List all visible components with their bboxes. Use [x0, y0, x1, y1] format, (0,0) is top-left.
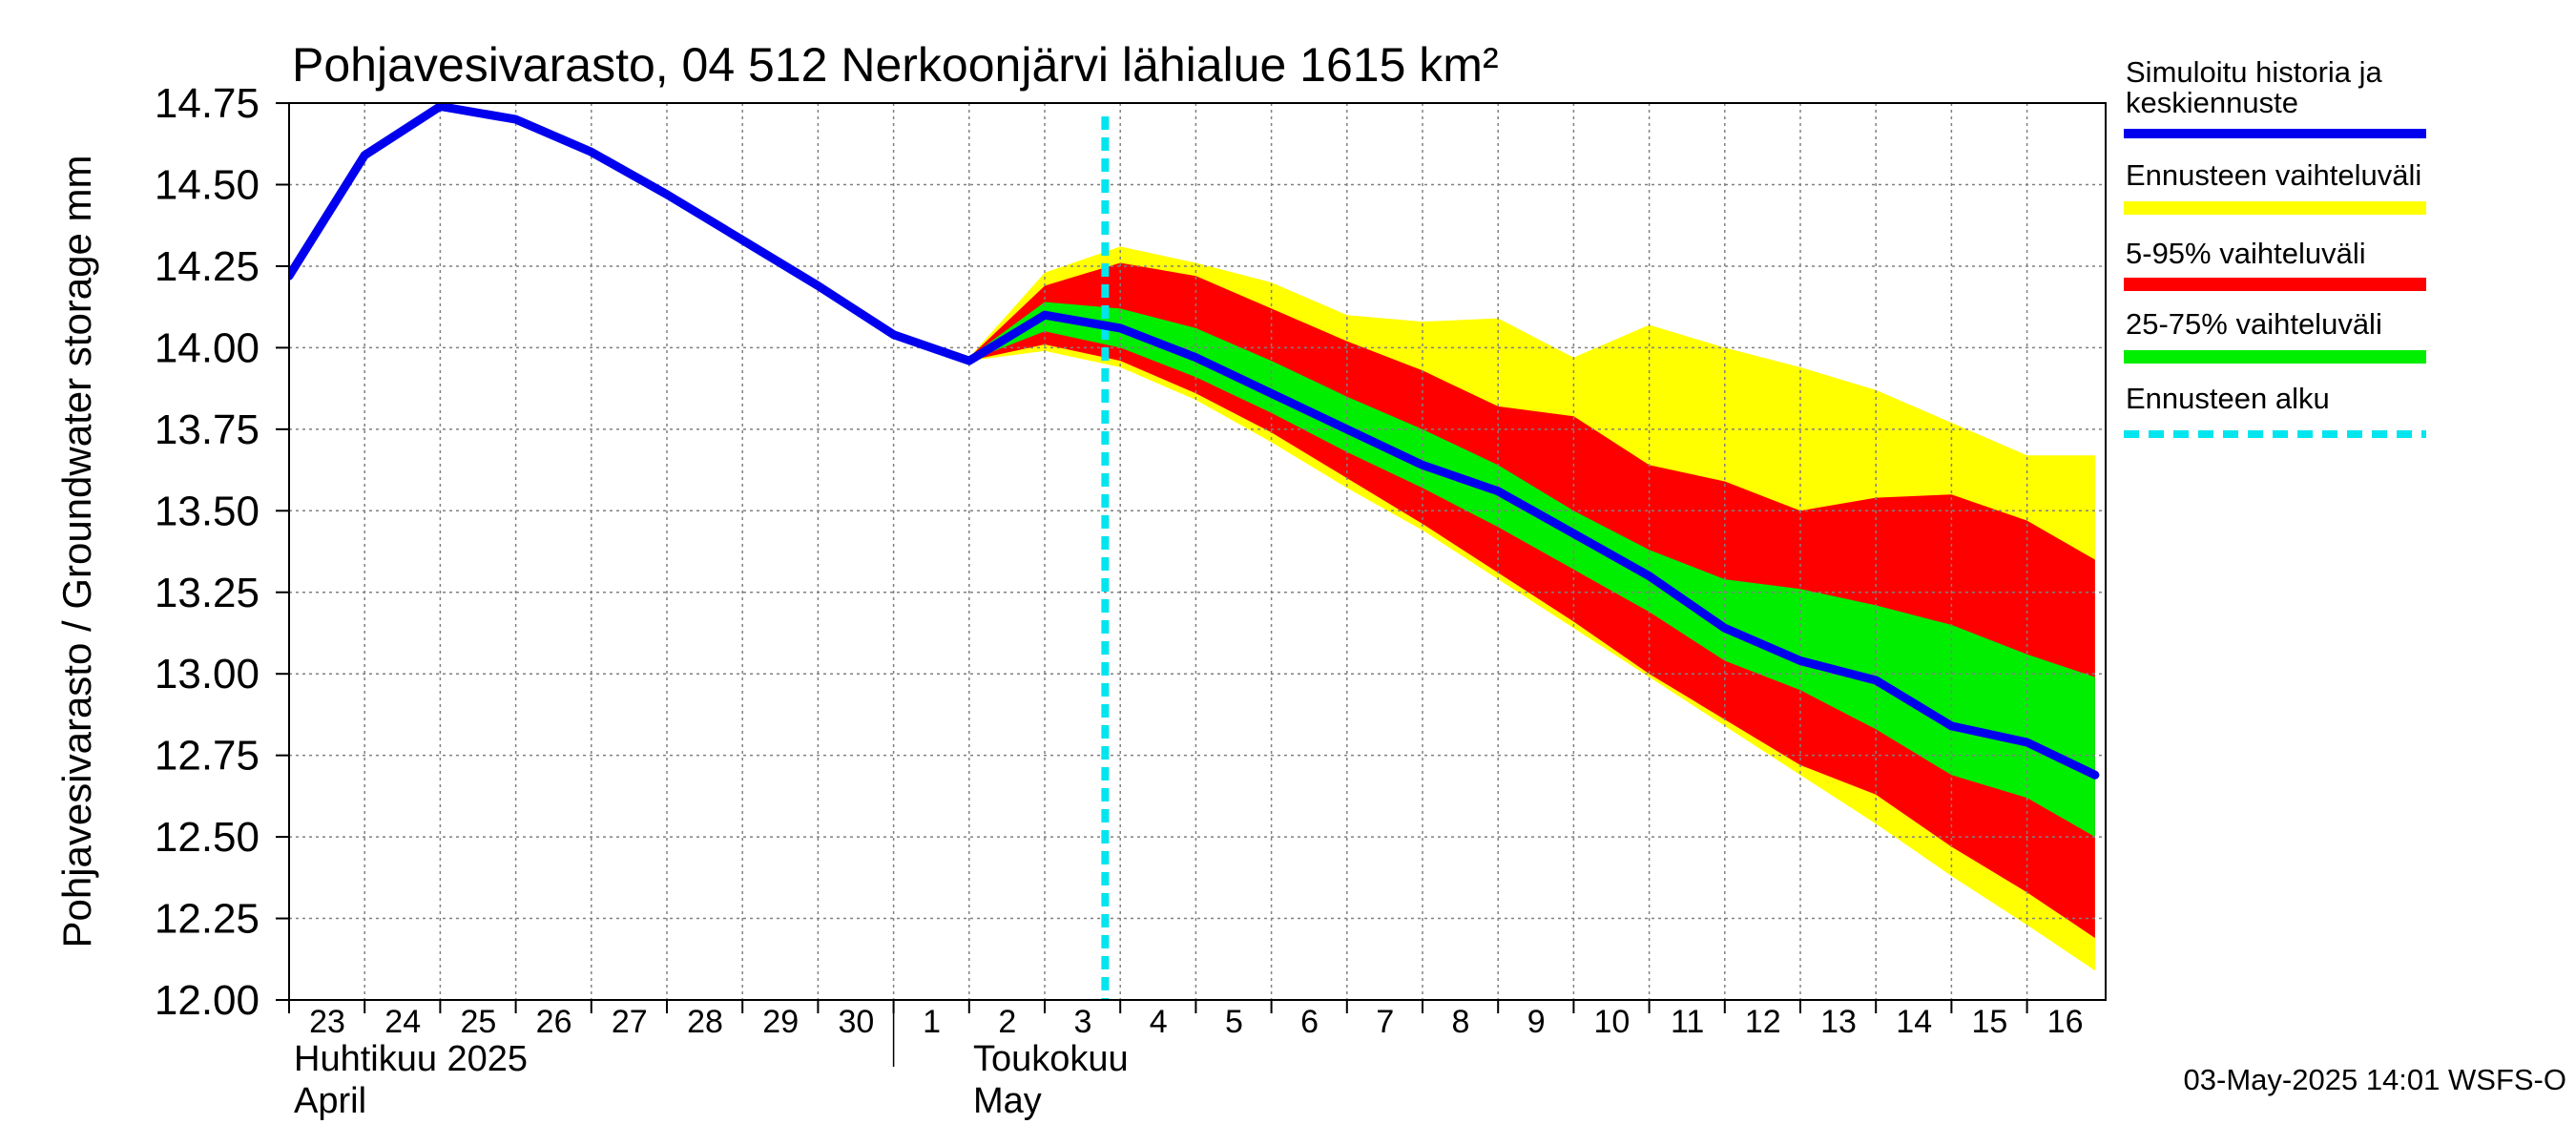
band-range — [968, 246, 2095, 971]
chart-title: Pohjavesivarasto, 04 512 Nerkoonjärvi lä… — [292, 38, 1499, 92]
x-tick-label: 3 — [1074, 1004, 1092, 1040]
x-tick-label: 1 — [923, 1004, 941, 1040]
y-tick-label: 14.00 — [155, 324, 260, 371]
band-p5-95 — [968, 262, 2095, 939]
x-tick-label: 10 — [1593, 1004, 1630, 1040]
x-tick-label: 5 — [1225, 1004, 1243, 1040]
y-tick-label: 12.00 — [155, 977, 260, 1024]
x-tick-label: 6 — [1300, 1004, 1319, 1040]
x-tick-label: 29 — [762, 1004, 799, 1040]
history-layer — [289, 103, 2100, 780]
legend-label-forecast-start: Ennusteen alku — [2126, 382, 2330, 415]
x-tick-label: 15 — [1971, 1004, 2007, 1040]
x-tick-label: 30 — [838, 1004, 874, 1040]
month-label-april-en: April — [294, 1081, 366, 1121]
x-tick-label: 12 — [1745, 1004, 1781, 1040]
x-tick-label: 4 — [1150, 1004, 1168, 1040]
legend-label-p5-95: 5-95% vaihteluväli — [2126, 237, 2366, 270]
x-tick-label: 23 — [309, 1004, 345, 1040]
x-tick-label: 28 — [687, 1004, 723, 1040]
month-label-may-en: May — [973, 1081, 1042, 1121]
grid — [289, 102, 2106, 1000]
x-tick-label: 13 — [1820, 1004, 1857, 1040]
month-label-may-fi: Toukokuu — [973, 1039, 1129, 1079]
y-tick-label: 13.75 — [155, 406, 260, 453]
x-tick-label: 7 — [1376, 1004, 1394, 1040]
legend-label-history-line1: Simuloitu historia ja — [2126, 55, 2383, 89]
y-tick-label: 13.00 — [155, 651, 260, 697]
x-tick-label: 11 — [1671, 1004, 1704, 1040]
x-tick-label: 16 — [2047, 1004, 2084, 1040]
legend-label-p25-75: 25-75% vaihteluväli — [2126, 307, 2382, 341]
y-tick-label: 12.25 — [155, 896, 260, 943]
legend-label-range: Ennusteen vaihteluväli — [2126, 158, 2421, 192]
history-median-line — [289, 103, 2100, 780]
footer-timestamp: 03-May-2025 14:01 WSFS-O — [2184, 1063, 2566, 1096]
x-tick-label: 14 — [1896, 1004, 1932, 1040]
x-tick-label: 24 — [384, 1004, 421, 1040]
x-tick-label: 2 — [998, 1004, 1016, 1040]
plot-frame — [288, 102, 2107, 1001]
month-label-april-fi: Huhtikuu 2025 — [294, 1039, 528, 1079]
y-tick-label: 14.25 — [155, 243, 260, 290]
band-p25-75 — [968, 302, 2095, 838]
forecast-bands — [968, 246, 2095, 971]
axis-ticks: 12.00 12.25 12.50 12.75 13.00 13.25 13.50 13.75… — [155, 80, 2084, 1067]
y-tick-label: 13.50 — [155, 488, 260, 534]
y-tick-label: 12.50 — [155, 814, 260, 861]
y-tick-label: 12.75 — [155, 733, 260, 780]
x-tick-label: 27 — [612, 1004, 648, 1040]
y-tick-label: 14.75 — [155, 80, 260, 127]
x-tick-label: 9 — [1527, 1004, 1546, 1040]
x-tick-label: 26 — [536, 1004, 572, 1040]
x-tick-label: 8 — [1452, 1004, 1470, 1040]
x-tick-label: 25 — [460, 1004, 496, 1040]
y-tick-label: 13.25 — [155, 570, 260, 616]
legend-label-history-line2: keskiennuste — [2126, 86, 2298, 119]
y-tick-label: 14.50 — [155, 162, 260, 209]
y-axis-label: Pohjavesivarasto / Groundwater storage m… — [54, 155, 99, 947]
legend: Simuloitu historia ja keskiennuste Ennus… — [2124, 55, 2426, 438]
